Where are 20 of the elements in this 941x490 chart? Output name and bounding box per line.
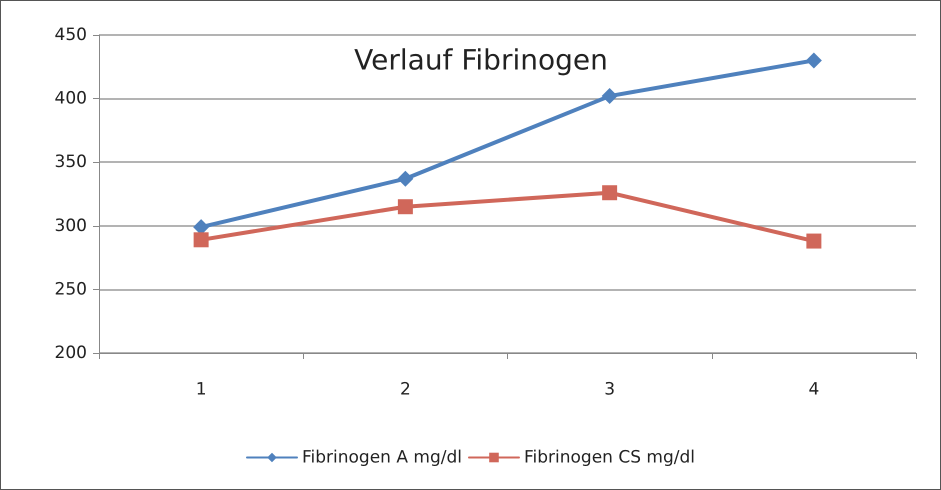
point (806, 234, 822, 249)
chart-title: Verlauf Fibrinogen (354, 44, 608, 76)
point (194, 232, 209, 248)
x-tick-label: 1 (196, 380, 207, 400)
y-tick-label: 400 (54, 88, 87, 109)
x-tick-label: 2 (400, 380, 411, 400)
y-tick-label: 200 (54, 343, 87, 363)
legend-label: Fibrinogen A mg/dl (302, 448, 462, 468)
y-tick-label: 450 (54, 25, 87, 45)
point (602, 185, 618, 200)
point (398, 199, 413, 214)
point (806, 52, 822, 68)
x-tick-label: 3 (604, 380, 616, 400)
y-tick-label: 350 (54, 152, 87, 172)
y-tick-label: 250 (54, 279, 87, 300)
y-tick-label: 300 (54, 216, 87, 236)
legend-label: Fibrinogen CS mg/dl (524, 448, 696, 468)
point (602, 88, 618, 104)
point (397, 170, 414, 187)
x-tick-label: 4 (808, 380, 820, 400)
